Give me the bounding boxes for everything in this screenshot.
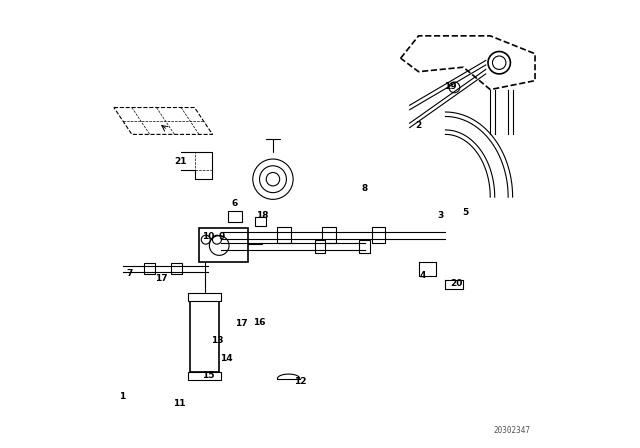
Bar bbox=[188, 372, 221, 380]
Bar bbox=[199, 228, 248, 262]
Bar bbox=[315, 240, 325, 253]
Text: 12: 12 bbox=[294, 377, 306, 386]
Bar bbox=[360, 240, 370, 253]
Text: 1: 1 bbox=[119, 392, 125, 401]
Text: 20: 20 bbox=[451, 279, 463, 288]
Text: 7: 7 bbox=[127, 269, 132, 278]
Bar bbox=[145, 263, 155, 274]
Text: 2: 2 bbox=[415, 121, 422, 130]
Text: 8: 8 bbox=[362, 184, 368, 193]
Bar bbox=[172, 263, 182, 274]
Bar bbox=[190, 300, 219, 372]
Text: 5: 5 bbox=[463, 208, 468, 217]
Text: 15: 15 bbox=[202, 371, 214, 380]
Text: 4: 4 bbox=[420, 271, 426, 280]
Bar bbox=[255, 217, 266, 226]
Text: 6: 6 bbox=[232, 199, 238, 208]
Text: 3: 3 bbox=[438, 211, 444, 220]
Text: 17: 17 bbox=[155, 274, 167, 283]
Text: 16: 16 bbox=[253, 318, 266, 327]
Text: 11: 11 bbox=[173, 399, 185, 408]
Bar bbox=[228, 211, 242, 222]
Bar bbox=[278, 227, 291, 243]
Text: 19: 19 bbox=[444, 82, 456, 90]
Text: 9: 9 bbox=[218, 232, 225, 241]
Text: 18: 18 bbox=[257, 211, 269, 220]
Bar bbox=[371, 227, 385, 243]
Bar bbox=[323, 227, 336, 243]
Text: 13: 13 bbox=[211, 336, 223, 345]
Text: 20302347: 20302347 bbox=[493, 426, 531, 435]
Text: 10: 10 bbox=[202, 232, 214, 241]
Text: 17: 17 bbox=[236, 319, 248, 328]
Text: 21: 21 bbox=[174, 157, 186, 166]
Bar bbox=[188, 293, 221, 301]
Text: 14: 14 bbox=[220, 354, 232, 363]
